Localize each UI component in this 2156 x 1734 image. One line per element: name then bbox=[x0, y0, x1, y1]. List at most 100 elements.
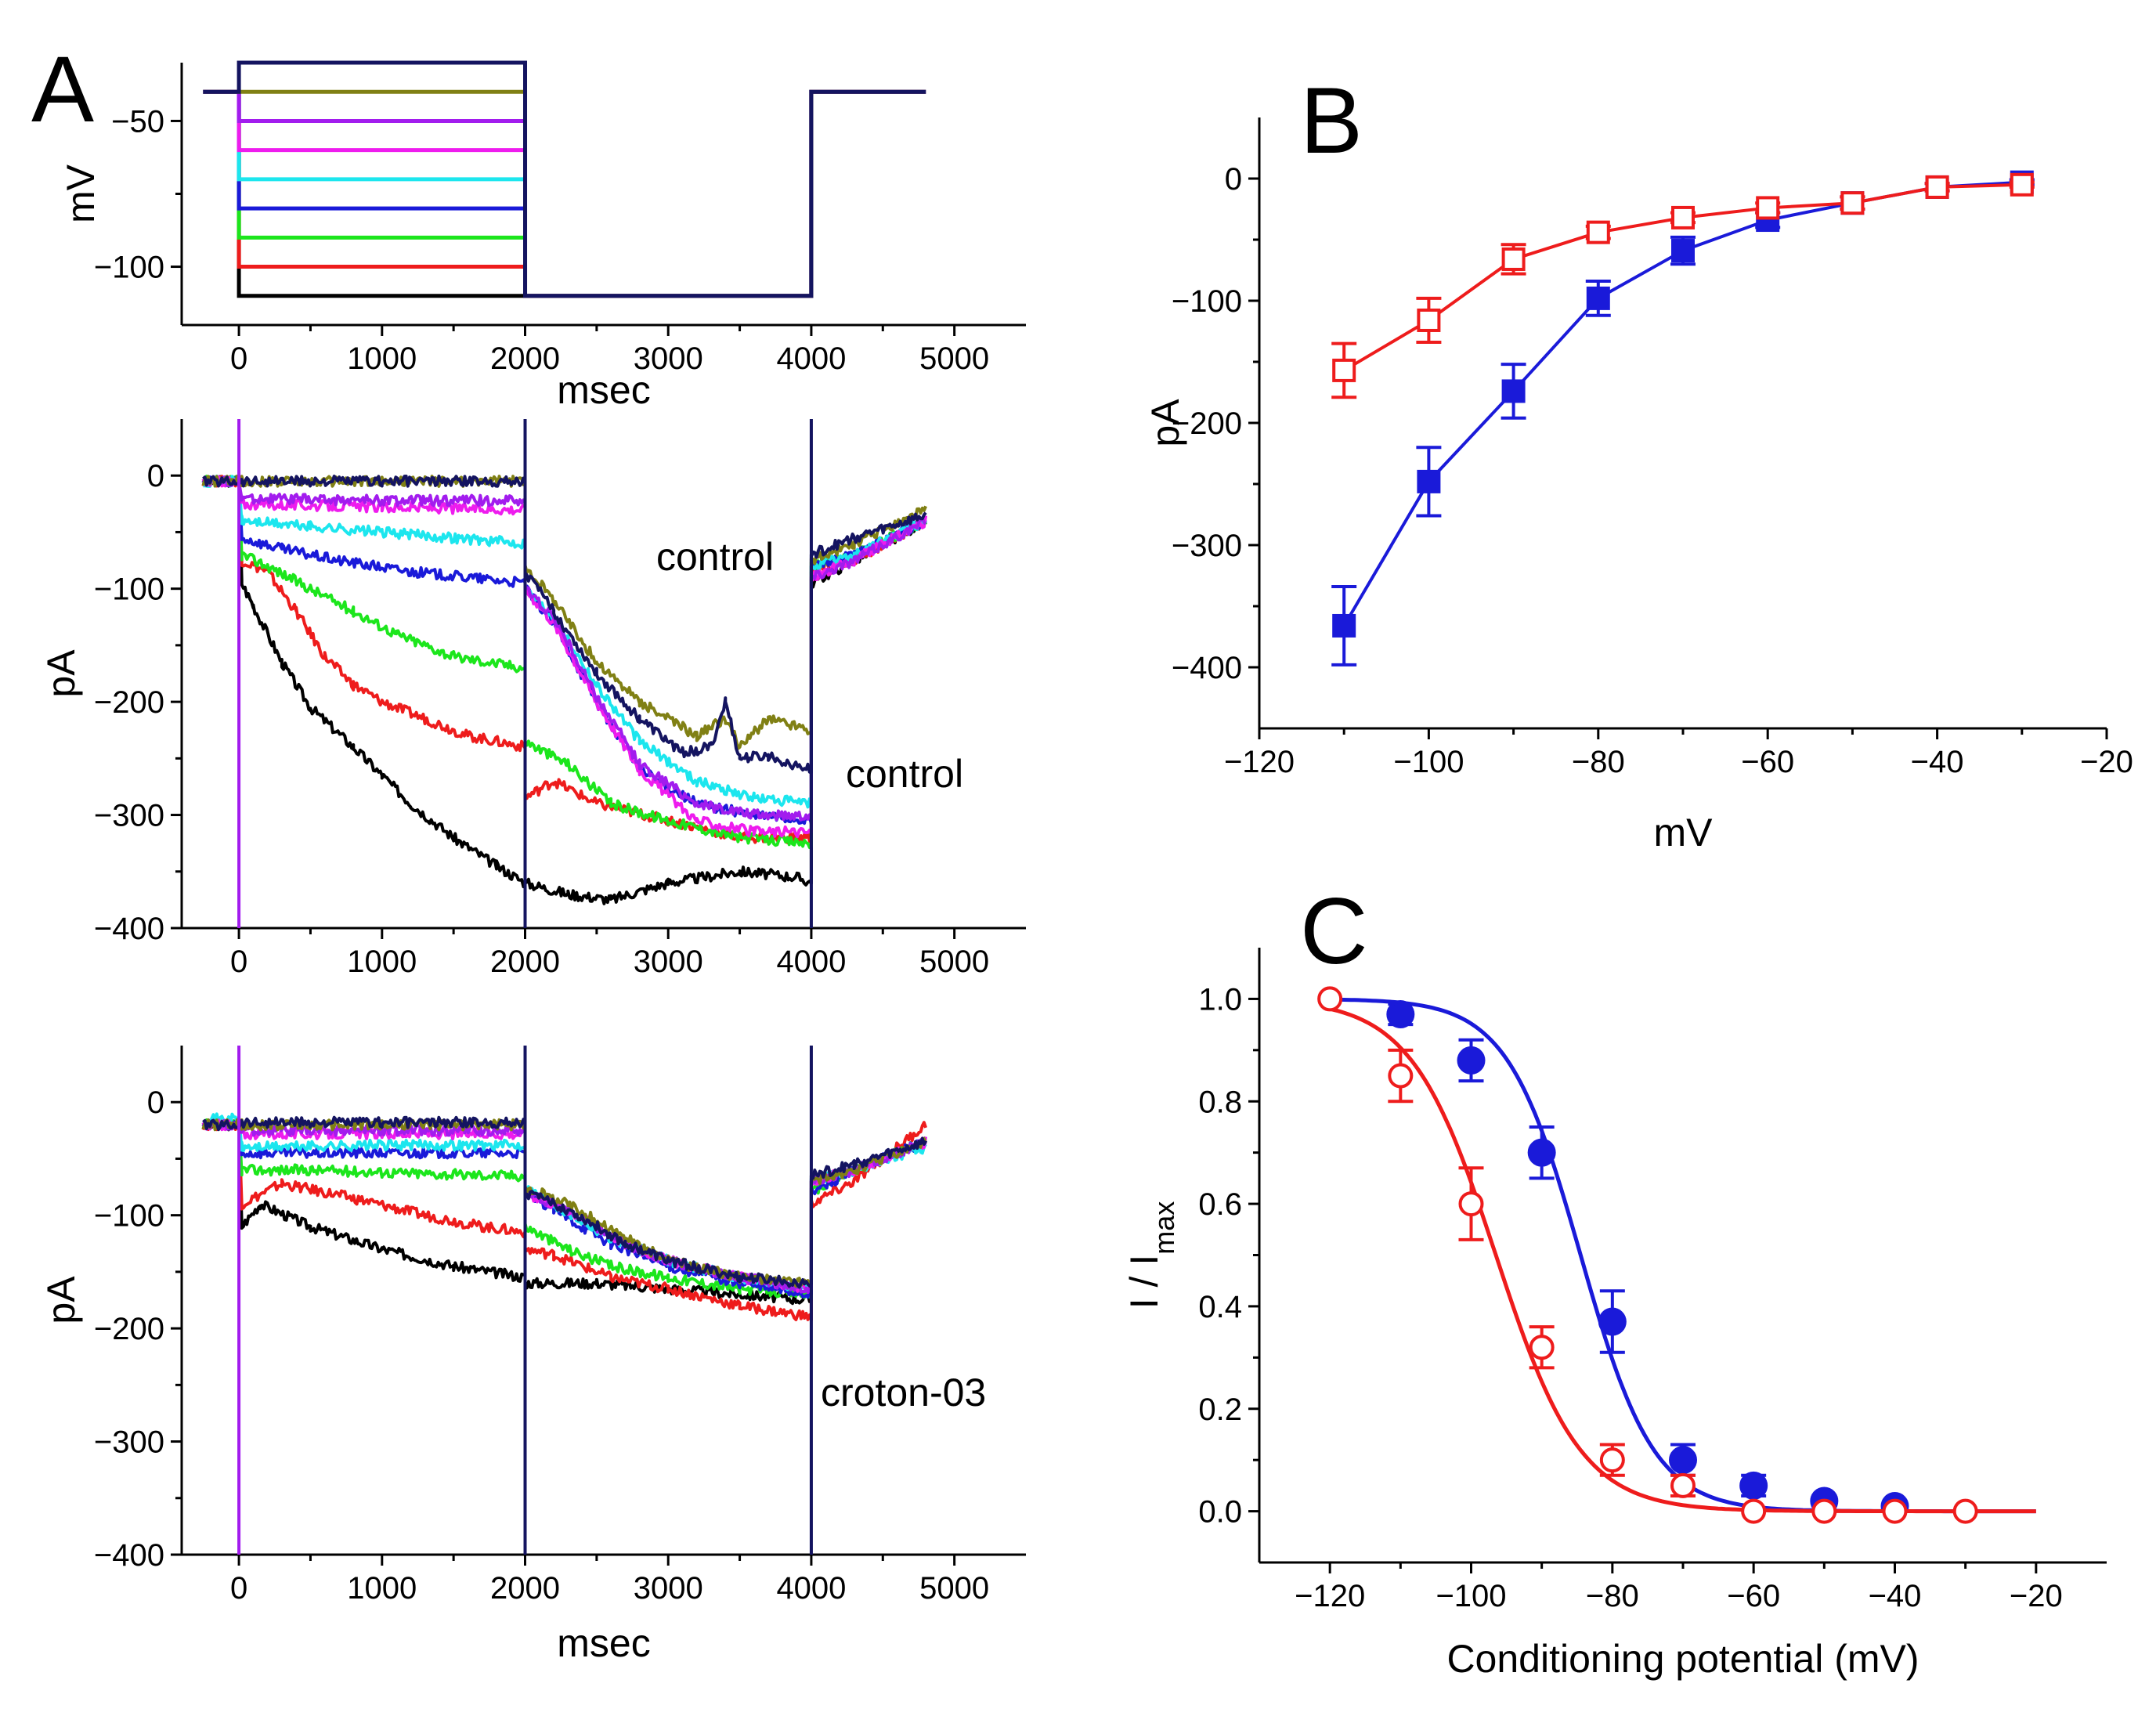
x-tick-label: −100 bbox=[1393, 745, 1464, 779]
y-tick-label: 0 bbox=[147, 1086, 164, 1120]
x-tick-label: 3000 bbox=[634, 945, 703, 979]
y-axis-label: mV bbox=[59, 164, 103, 223]
trace-annotation: control bbox=[846, 752, 963, 796]
y-tick-label: −300 bbox=[94, 799, 164, 833]
x-tick-label: −40 bbox=[1911, 745, 1964, 779]
x-tick-label: 1000 bbox=[347, 1571, 417, 1606]
x-tick-label: 4000 bbox=[776, 1571, 846, 1606]
data-point-croton-03 bbox=[1529, 1335, 1555, 1360]
x-tick-label: −80 bbox=[1586, 1579, 1639, 1613]
x-tick-label: −120 bbox=[1295, 1579, 1365, 1613]
x-axis-label: msec bbox=[557, 368, 650, 412]
data-point-croton-03 bbox=[2010, 172, 2034, 197]
y-tick-label: −400 bbox=[1172, 651, 1242, 685]
y-tick-label: −300 bbox=[1172, 529, 1242, 563]
data-point-croton-03 bbox=[1952, 1498, 1978, 1524]
x-axis-label: mV bbox=[1654, 811, 1714, 854]
y-axis-label: pA bbox=[39, 649, 83, 698]
chart-c-inactivation: 0.0 0.2 0.4 0.6 0.8 1.0 −120 −100 −80 −60 −40 −20 Co… bbox=[1122, 948, 2107, 1681]
current-trace bbox=[202, 475, 927, 905]
current-trace bbox=[202, 1115, 927, 1289]
y-axis-label: pA bbox=[1143, 399, 1187, 447]
data-point-croton-03 bbox=[1670, 1472, 1696, 1498]
y-tick-label: 0.2 bbox=[1198, 1393, 1242, 1427]
data-point-control bbox=[1457, 1046, 1486, 1075]
data-point-croton-03 bbox=[1599, 1447, 1625, 1473]
y-tick-label: 0 bbox=[1225, 162, 1242, 197]
current-trace bbox=[202, 1118, 813, 1306]
y-axis-label: I / Imax bbox=[1122, 1201, 1180, 1309]
y-tick-label: 0.4 bbox=[1198, 1290, 1242, 1324]
x-tick-label: 4000 bbox=[776, 945, 846, 979]
x-tick-label: −40 bbox=[1869, 1579, 1922, 1613]
y-tick-label: −100 bbox=[1172, 284, 1242, 319]
data-point-control bbox=[1739, 1471, 1768, 1500]
trace-annotation: control bbox=[656, 535, 774, 579]
chart-a-control: 0 −100 −200 −300 −400 0 1000 2000 3000 4000 5000 pA… bbox=[39, 419, 1026, 979]
y-tick-label: 0.6 bbox=[1198, 1187, 1242, 1222]
data-point-control bbox=[1598, 1307, 1627, 1336]
data-point-croton-03 bbox=[1332, 358, 1356, 382]
x-axis-label: Conditioning potential (mV) bbox=[1446, 1637, 1919, 1681]
x-tick-label: 4000 bbox=[776, 341, 846, 376]
x-tick-label: 0 bbox=[230, 1571, 247, 1606]
data-point-croton-03 bbox=[1811, 1498, 1837, 1524]
y-tick-label: −100 bbox=[94, 573, 164, 607]
y-tick-label: 0.0 bbox=[1198, 1495, 1242, 1530]
x-tick-label: 5000 bbox=[919, 341, 989, 376]
current-trace bbox=[202, 475, 927, 775]
x-tick-label: −80 bbox=[1572, 745, 1625, 779]
data-point-croton-03 bbox=[1741, 1498, 1767, 1524]
data-point-control bbox=[1671, 239, 1695, 263]
current-trace bbox=[201, 475, 928, 839]
data-point-control bbox=[1501, 379, 1526, 403]
data-point-croton-03 bbox=[1317, 986, 1343, 1012]
x-tick-label: 3000 bbox=[634, 1571, 703, 1606]
y-axis-label-subscript: max bbox=[1148, 1201, 1180, 1255]
x-tick-label: 2000 bbox=[490, 341, 560, 376]
y-tick-label: 1.0 bbox=[1198, 982, 1242, 1017]
x-tick-label: −60 bbox=[1727, 1579, 1780, 1613]
y-tick-label: −200 bbox=[1172, 406, 1242, 441]
data-point-control bbox=[1386, 1000, 1415, 1029]
chart-a-croton: 0 −100 −200 −300 −400 0 1000 2000 3000 4000 5000 ms… bbox=[39, 1046, 1026, 1665]
y-tick-label: −50 bbox=[111, 104, 164, 139]
y-tick-label: −200 bbox=[94, 1312, 164, 1346]
x-tick-label: 2000 bbox=[490, 1571, 560, 1606]
current-trace bbox=[202, 1118, 927, 1295]
voltage-step-trace bbox=[203, 60, 926, 298]
data-point-croton-03 bbox=[1925, 175, 1949, 199]
y-tick-label: −100 bbox=[94, 251, 164, 285]
current-trace bbox=[201, 475, 927, 844]
data-point-control bbox=[1527, 1138, 1556, 1167]
current-trace bbox=[202, 475, 927, 822]
y-tick-label: 0 bbox=[147, 459, 164, 493]
data-point-croton-03 bbox=[1586, 220, 1610, 244]
y-tick-label: −300 bbox=[94, 1425, 164, 1460]
x-axis-label: msec bbox=[557, 1621, 650, 1665]
data-point-croton-03 bbox=[1882, 1498, 1908, 1524]
x-tick-label: 0 bbox=[230, 945, 247, 979]
panel-label-b: B bbox=[1300, 68, 1363, 173]
data-point-control bbox=[1669, 1446, 1697, 1475]
y-tick-label: 0.8 bbox=[1198, 1085, 1242, 1119]
x-tick-label: 1000 bbox=[347, 945, 417, 979]
y-tick-label: −200 bbox=[94, 685, 164, 720]
x-tick-label: −60 bbox=[1741, 745, 1794, 779]
x-tick-label: −20 bbox=[2010, 1579, 2063, 1613]
panel-label-a: A bbox=[31, 37, 94, 142]
x-tick-label: −120 bbox=[1224, 745, 1295, 779]
x-tick-label: 5000 bbox=[919, 1571, 989, 1606]
data-point-croton-03 bbox=[1417, 308, 1441, 332]
data-point-croton-03 bbox=[1671, 205, 1695, 229]
panel-label-c: C bbox=[1300, 879, 1368, 984]
x-tick-label: 3000 bbox=[634, 341, 703, 376]
trace-annotation: croton-03 bbox=[821, 1371, 986, 1414]
data-point-control bbox=[1417, 469, 1441, 493]
x-tick-label: 1000 bbox=[347, 341, 417, 376]
boltzmann-fit-control bbox=[1330, 997, 2036, 1514]
data-point-control bbox=[1586, 286, 1610, 310]
boltzmann-fit-croton-03 bbox=[1329, 1006, 2036, 1514]
data-point-croton-03 bbox=[1388, 1063, 1414, 1089]
